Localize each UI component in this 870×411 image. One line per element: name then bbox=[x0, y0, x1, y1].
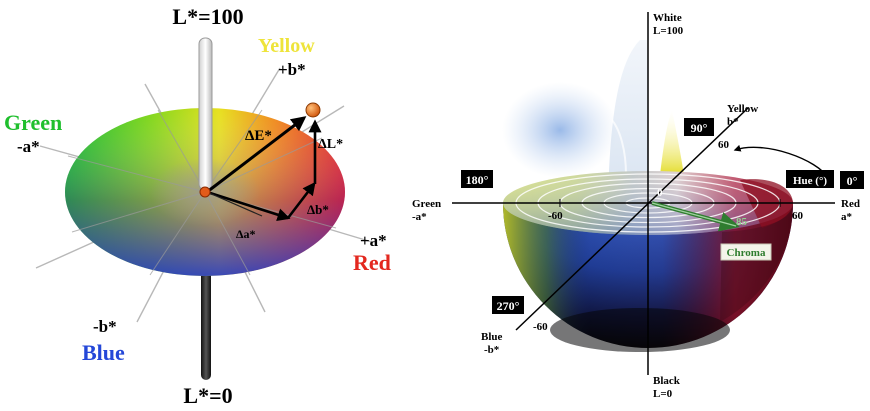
delta-a-vector bbox=[206, 190, 291, 222]
l-star-0-label: L*=0 bbox=[183, 383, 232, 408]
blue-axis-label: Blue bbox=[481, 331, 503, 343]
chroma-box bbox=[720, 243, 772, 261]
right-axes bbox=[452, 12, 835, 375]
tick-60-b: 60 bbox=[718, 139, 730, 151]
l0-label: L=0 bbox=[653, 388, 673, 400]
origin-point bbox=[199, 186, 211, 198]
red-label: Red bbox=[353, 250, 391, 275]
hue-label: Hue (°) bbox=[793, 175, 827, 187]
yellow-axis-label: Yellow bbox=[727, 103, 758, 115]
white-label: White bbox=[653, 12, 682, 24]
l-star-100-label: L*=100 bbox=[172, 4, 243, 29]
left-diagram: L*=100 L*=0 Yellow +b* Green -a* +a* Red… bbox=[4, 4, 391, 408]
delta-vectors bbox=[199, 102, 322, 222]
tick-60-a: 60 bbox=[792, 210, 804, 222]
minus-a-label: -a* bbox=[17, 137, 40, 156]
green-axis-label: Green bbox=[412, 198, 441, 210]
b-axis bbox=[515, 107, 749, 331]
delta-e-label: ΔE* bbox=[245, 128, 272, 144]
delta-e-vector bbox=[206, 116, 307, 194]
l-star-0-rod bbox=[201, 262, 211, 380]
neg-b-axis-label: -b* bbox=[484, 344, 500, 356]
deg-180: 180° bbox=[466, 173, 489, 187]
green-label: Green bbox=[4, 110, 62, 135]
plus-a-label: +a* bbox=[360, 231, 387, 250]
delta-a-label: Δa* bbox=[236, 227, 256, 241]
delta-b-label: Δb* bbox=[307, 202, 329, 217]
delta-l-label: ΔL* bbox=[318, 137, 343, 152]
tick-neg60-a: -60 bbox=[548, 210, 563, 222]
chroma-label: Chroma bbox=[727, 247, 766, 259]
l100-label: L=100 bbox=[653, 25, 684, 37]
l-star-100-rod bbox=[198, 37, 213, 191]
sample-point bbox=[305, 102, 321, 118]
deg-0: 0° bbox=[847, 174, 858, 188]
minus-b-label: -b* bbox=[93, 317, 117, 336]
delta-b-vector bbox=[286, 181, 316, 219]
yellow-flame bbox=[660, 110, 684, 175]
a-axis-label: a* bbox=[841, 211, 853, 223]
blue-label: Blue bbox=[82, 340, 125, 365]
tick-neg60-b: -60 bbox=[533, 321, 548, 333]
deg-90: 90° bbox=[691, 121, 708, 135]
b-axis-label: b* bbox=[727, 116, 739, 128]
right-diagram: Chroma 85 90° 180° 270° 0° Hue (°) White… bbox=[412, 12, 864, 400]
neg-a-axis-label: -a* bbox=[412, 211, 427, 223]
deg-270: 270° bbox=[497, 299, 520, 313]
red-axis-label: Red bbox=[841, 198, 860, 210]
yellow-label: Yellow bbox=[258, 35, 315, 57]
origin-zero: 0 bbox=[657, 187, 663, 199]
angle-badges: 90° 180° 270° 0° Hue (°) bbox=[461, 118, 864, 314]
black-label: Black bbox=[653, 375, 681, 387]
chroma-value: 85 bbox=[736, 216, 748, 228]
plus-b-label: +b* bbox=[278, 60, 306, 79]
